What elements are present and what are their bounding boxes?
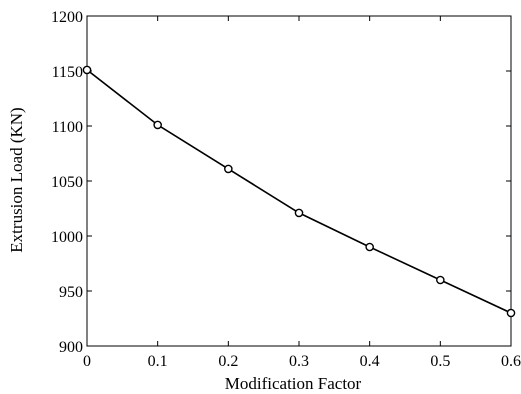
data-point <box>506 308 516 318</box>
data-point <box>82 65 92 75</box>
y-tick-label: 950 <box>59 284 83 301</box>
x-tick-label: 0.5 <box>430 353 450 370</box>
plot-frame <box>86 15 512 347</box>
plot-area-border <box>86 15 512 347</box>
x-tick-label: 0.4 <box>360 353 380 370</box>
y-tick-label: 1200 <box>51 9 83 26</box>
series-layer <box>82 65 516 318</box>
series-line <box>86 69 512 314</box>
x-axis: 0 0.1 0.2 0.3 0.4 0.5 0.6 <box>83 16 521 370</box>
x-axis-label: Modification Factor <box>225 374 362 393</box>
y-axis: 900 950 1000 1050 1100 1150 1200 <box>51 9 511 356</box>
data-point <box>436 275 445 285</box>
y-axis-label: Extrusion Load (KN) <box>7 107 26 252</box>
y-tick-label: 1050 <box>51 174 83 191</box>
x-tick-label: 0.1 <box>148 353 168 370</box>
data-point <box>365 242 374 252</box>
y-tick-label: 1000 <box>51 229 83 246</box>
y-tick-label: 900 <box>59 339 83 356</box>
y-tick-label: 1150 <box>52 64 83 81</box>
data-point <box>224 164 233 174</box>
x-tick-label: 0.6 <box>501 353 521 370</box>
data-point <box>153 120 162 130</box>
data-point <box>294 208 304 218</box>
x-tick-label: 0 <box>83 353 91 370</box>
x-tick-label: 0.3 <box>289 353 309 370</box>
y-tick-label: 1100 <box>52 119 83 136</box>
x-tick-label: 0.2 <box>218 353 238 370</box>
